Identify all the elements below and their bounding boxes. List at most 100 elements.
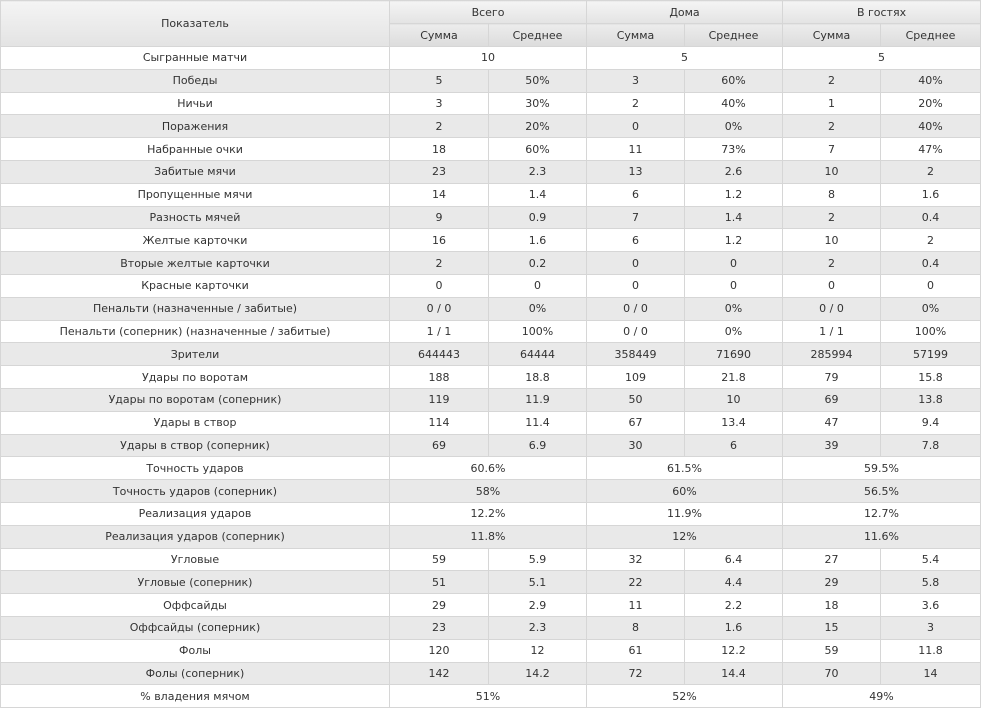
value-cell: 67 — [586, 410, 685, 435]
value-cell: 8 — [586, 615, 685, 640]
value-cell: 40% — [879, 68, 981, 93]
table-row: Удары в створ 114 11.4 67 13.4 47 9.4 — [0, 410, 981, 435]
value-cell: 0% — [684, 319, 783, 344]
row-label: Победы — [0, 68, 390, 93]
indicator-column-header: Показатель — [0, 0, 390, 47]
value-cell: 0 — [879, 273, 981, 298]
value-cell: 0 — [782, 273, 881, 298]
value-cell: 47% — [879, 137, 981, 161]
row-label: Поражения — [0, 114, 390, 139]
value-cell: 16 — [389, 228, 489, 253]
value-cell: 119 — [389, 387, 489, 412]
merged-value-cell: 60.6% — [389, 456, 587, 481]
row-label: Оффсайды (соперник) — [0, 615, 390, 640]
value-cell: 0.4 — [879, 205, 981, 230]
value-cell: 120 — [389, 638, 489, 663]
value-cell: 0 / 0 — [586, 319, 685, 344]
merged-value-cell: 59.5% — [781, 456, 981, 481]
value-cell: 0 — [684, 273, 783, 298]
row-label: Удары по воротам — [0, 365, 390, 389]
value-cell: 2 — [389, 114, 489, 139]
value-cell: 1.6 — [684, 615, 783, 640]
value-cell: 13.4 — [684, 410, 783, 435]
table-row: Угловые (соперник) 51 5.1 22 4.4 29 5.8 — [0, 570, 981, 595]
table-row: Оффсайды 29 2.9 11 2.2 18 3.6 — [0, 593, 981, 617]
value-cell: 0.4 — [879, 251, 981, 275]
value-cell: 69 — [389, 433, 489, 458]
value-cell: 2.9 — [488, 593, 587, 617]
value-cell: 9 — [389, 205, 489, 230]
value-cell: 6.4 — [684, 547, 783, 572]
value-cell: 100% — [879, 319, 981, 344]
value-cell: 0.9 — [488, 205, 587, 230]
row-label: Фолы — [0, 638, 390, 663]
row-label: % владения мячом — [0, 684, 390, 708]
table-row: Разность мячей 9 0.9 7 1.4 2 0.4 — [0, 205, 981, 230]
group-header-total: Всего — [389, 0, 587, 24]
value-cell: 14 — [389, 182, 489, 207]
value-cell: 10 — [684, 387, 783, 412]
value-cell: 0% — [879, 296, 981, 321]
row-label: Забитые мячи — [0, 159, 390, 184]
merged-value-cell: 12.7% — [781, 501, 981, 526]
value-cell: 0% — [684, 114, 783, 139]
value-cell: 3 — [389, 91, 489, 116]
value-cell: 4.4 — [684, 570, 783, 595]
table-row: Реализация ударов (соперник) 11.8% 12% 11.6… — [0, 524, 981, 549]
merged-value-cell: 11.9% — [586, 501, 783, 526]
row-label: Реализация ударов — [0, 501, 390, 526]
value-cell: 50% — [488, 68, 587, 93]
value-cell: 12.2 — [684, 638, 783, 663]
row-label: Пенальти (соперник) (назначенные / забит… — [0, 319, 390, 344]
value-cell: 5.4 — [879, 547, 981, 572]
value-cell: 23 — [389, 159, 489, 184]
table-row: Удары в створ (соперник) 69 6.9 30 6 39 7.8 — [0, 433, 981, 458]
table-row: Победы 5 50% 3 60% 2 40% — [0, 68, 981, 93]
value-cell: 644443 — [389, 342, 489, 367]
row-label: Красные карточки — [0, 273, 390, 298]
subheader-home-avg: Среднее — [684, 23, 783, 47]
value-cell: 29 — [389, 593, 489, 617]
row-label: Точность ударов (соперник) — [0, 479, 390, 503]
value-cell: 109 — [586, 365, 685, 389]
value-cell: 11.4 — [488, 410, 587, 435]
value-cell: 18 — [389, 137, 489, 161]
table-row: Точность ударов 60.6% 61.5% 59.5% — [0, 456, 981, 481]
merged-value-cell: 61.5% — [586, 456, 783, 481]
value-cell: 10 — [782, 159, 881, 184]
row-label: Оффсайды — [0, 593, 390, 617]
table-row: Ничьи 3 30% 2 40% 1 20% — [0, 91, 981, 116]
merged-value-cell: 12.2% — [389, 501, 587, 526]
value-cell: 285994 — [782, 342, 881, 367]
value-cell: 1 / 1 — [389, 319, 489, 344]
value-cell: 2 — [782, 68, 881, 93]
row-label: Сыгранные матчи — [0, 46, 390, 70]
table-row: Пенальти (соперник) (назначенные / забит… — [0, 319, 981, 344]
value-cell: 11 — [586, 593, 685, 617]
subheader-away-sum: Сумма — [782, 23, 881, 47]
value-cell: 18.8 — [488, 365, 587, 389]
value-cell: 3 — [879, 615, 981, 640]
value-cell: 5 — [389, 68, 489, 93]
table-row: Забитые мячи 23 2.3 13 2.6 10 2 — [0, 159, 981, 184]
value-cell: 18 — [782, 593, 881, 617]
value-cell: 50 — [586, 387, 685, 412]
merged-value-cell: 60% — [586, 479, 783, 503]
value-cell: 60% — [488, 137, 587, 161]
row-label: Удары в створ — [0, 410, 390, 435]
value-cell: 20% — [488, 114, 587, 139]
value-cell: 2 — [782, 205, 881, 230]
value-cell: 1.2 — [684, 228, 783, 253]
value-cell: 2 — [782, 114, 881, 139]
value-cell: 1.6 — [879, 182, 981, 207]
value-cell: 8 — [782, 182, 881, 207]
value-cell: 59 — [389, 547, 489, 572]
value-cell: 0 / 0 — [586, 296, 685, 321]
row-label: Зрители — [0, 342, 390, 367]
row-label: Точность ударов — [0, 456, 390, 481]
merged-value-cell: 12% — [586, 524, 783, 549]
value-cell: 100% — [488, 319, 587, 344]
value-cell: 39 — [782, 433, 881, 458]
value-cell: 20% — [879, 91, 981, 116]
table-row: Фолы (соперник) 142 14.2 72 14.4 70 14 — [0, 661, 981, 686]
